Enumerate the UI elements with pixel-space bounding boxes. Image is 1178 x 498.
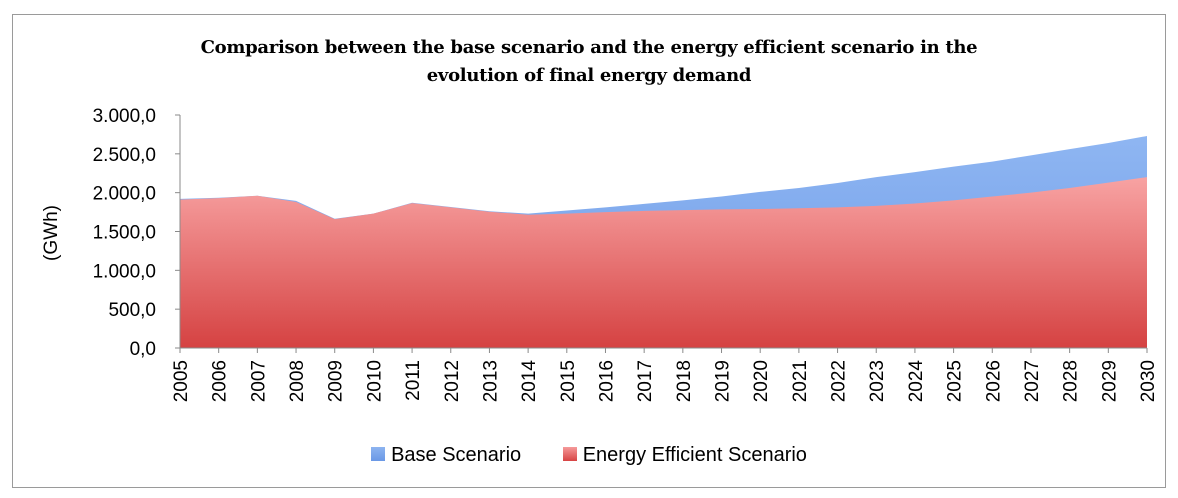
x-tick-label: 2010 [364,360,385,402]
y-tick-label: 1.500,0 [93,223,156,244]
legend-item-efficient: Energy Efficient Scenario [562,444,807,467]
chart-title: Comparison between the base scenario and… [0,34,1178,90]
series-layer [180,135,1147,348]
x-tick-group: 2005 2006 2007 2008 2009 2010 2011 2012 2013 2014… [171,348,1159,402]
x-tick-label: 2025 [945,360,966,402]
x-tick-label: 2026 [983,360,1004,402]
x-tick-label: 2024 [906,360,927,403]
x-tick-label: 2030 [1138,360,1159,402]
chart-title-line-1: Comparison between the base scenario and… [200,37,978,58]
y-tick-label: 0,0 [130,339,156,360]
legend-label-base: Base Scenario [391,444,522,466]
series-area-energy-efficient [180,177,1147,348]
y-tick-label: 500,0 [108,300,156,321]
x-tick-label: 2013 [480,360,501,402]
x-tick-label: 2028 [1061,360,1082,402]
x-tick-label: 2011 [403,360,424,401]
x-tick-label: 2019 [713,360,734,402]
x-tick-label: 2016 [596,360,617,402]
y-tick-group: 0,0 500,0 1.000,0 1.500,0 2.000,0 2.500,0 3.00… [93,106,180,360]
x-tick-label: 2014 [519,360,540,403]
chart-title-line-2: evolution of final energy demand [426,65,752,86]
legend: Base Scenario Energy Efficient Scenario [0,444,1178,467]
x-tick-label: 2008 [287,360,308,402]
y-tick-label: 1.000,0 [93,261,156,282]
legend-item-base: Base Scenario [371,444,521,467]
x-tick-label: 2012 [442,360,463,402]
x-tick-label: 2021 [790,360,811,402]
x-tick-label: 2006 [210,360,231,402]
x-tick-label: 2005 [171,360,192,402]
x-tick-label: 2017 [635,360,656,402]
x-tick-label: 2018 [674,360,695,402]
x-tick-label: 2027 [1022,360,1043,402]
y-tick-label: 2.000,0 [93,184,156,205]
x-tick-label: 2009 [326,360,347,402]
y-axis-title: (GWh) [41,205,62,261]
x-tick-label: 2015 [558,360,579,402]
x-tick-label: 2029 [1099,360,1120,402]
x-tick-label: 2007 [248,360,269,402]
legend-swatch-base [371,446,386,461]
y-tick-label: 2.500,0 [93,145,156,166]
x-tick-label: 2023 [867,360,888,402]
y-tick-label: 3.000,0 [93,106,156,127]
legend-label-efficient: Energy Efficient Scenario [582,444,807,466]
x-tick-label: 2022 [829,360,850,402]
x-tick-label: 2020 [751,360,772,402]
legend-swatch-efficient [562,446,577,461]
